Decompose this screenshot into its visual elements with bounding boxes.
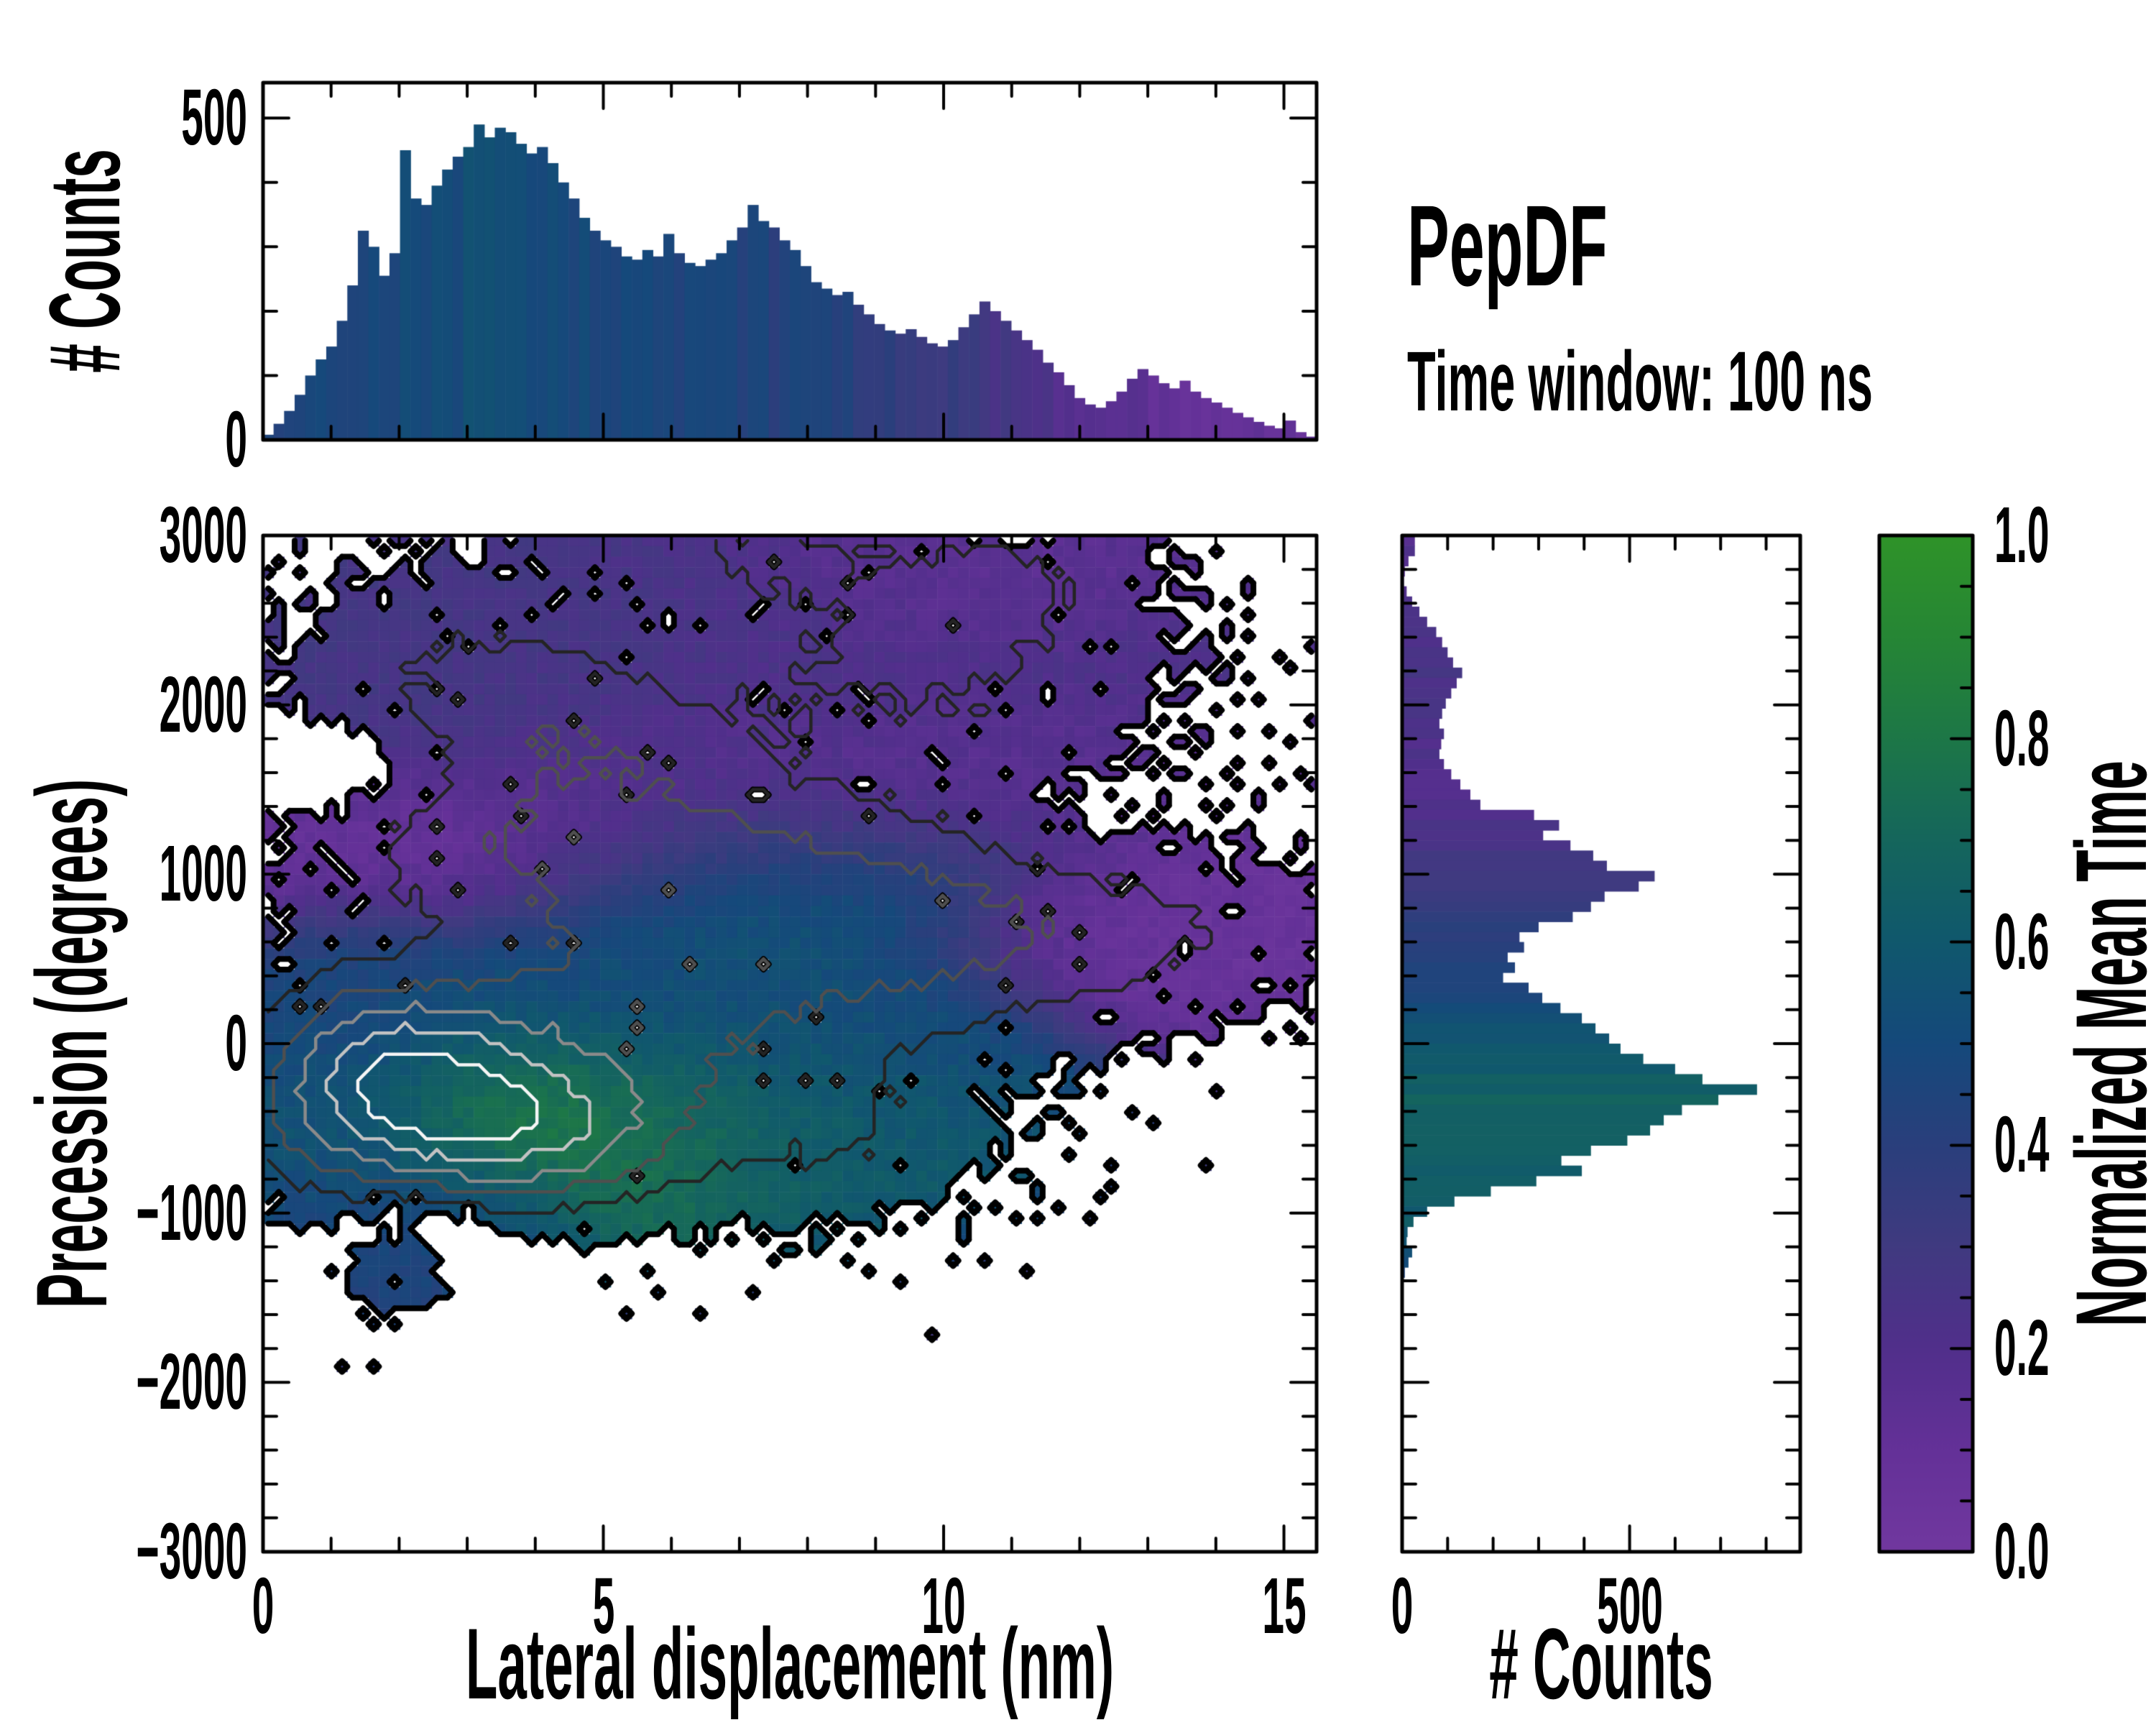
top-hist-y-tick-label: 0	[225, 395, 247, 484]
figure-subtitle: Time window: 100 ns	[1407, 334, 1873, 429]
colorbar-tick-label: 0.4	[1994, 1100, 2050, 1190]
figure-title: PepDF	[1407, 181, 1608, 310]
main-y-tick-label: 2000	[159, 660, 247, 749]
colorbar-tick-label: 0.6	[1994, 897, 2050, 986]
y-axis-label-top-hist: # Counts	[28, 149, 141, 373]
main-y-tick-label: 1000	[159, 829, 247, 919]
right-hist-x-tick-label: 500	[1596, 1562, 1663, 1650]
x-axis-label-right-hist: # Counts	[1489, 1607, 1713, 1720]
colorbar-tick-label: 1.0	[1994, 491, 2050, 579]
main-y-tick-label: −3000	[136, 1507, 247, 1596]
colorbar-tick-label: 0.2	[1994, 1304, 2050, 1393]
colorbar-tick-label: 0.8	[1994, 694, 2050, 783]
main-y-tick-label: 0	[225, 999, 247, 1087]
main-y-tick-label: −1000	[136, 1168, 247, 1257]
main-x-tick-label: 10	[921, 1562, 966, 1650]
right-hist-x-tick-label: 0	[1391, 1562, 1414, 1650]
colorbar-label: Normalized Mean Time	[2055, 760, 2156, 1327]
main-x-tick-label: 0	[252, 1562, 275, 1650]
colorbar-tick-label: 0.0	[1994, 1507, 2050, 1596]
main-x-tick-label: 5	[592, 1562, 614, 1650]
main-y-tick-label: −2000	[136, 1338, 247, 1427]
top-hist-y-tick-label: 500	[181, 73, 247, 162]
x-axis-label-main: Lateral displacement (nm)	[465, 1607, 1115, 1720]
main-y-tick-label: 3000	[159, 491, 247, 579]
main-x-tick-label: 15	[1261, 1562, 1307, 1650]
